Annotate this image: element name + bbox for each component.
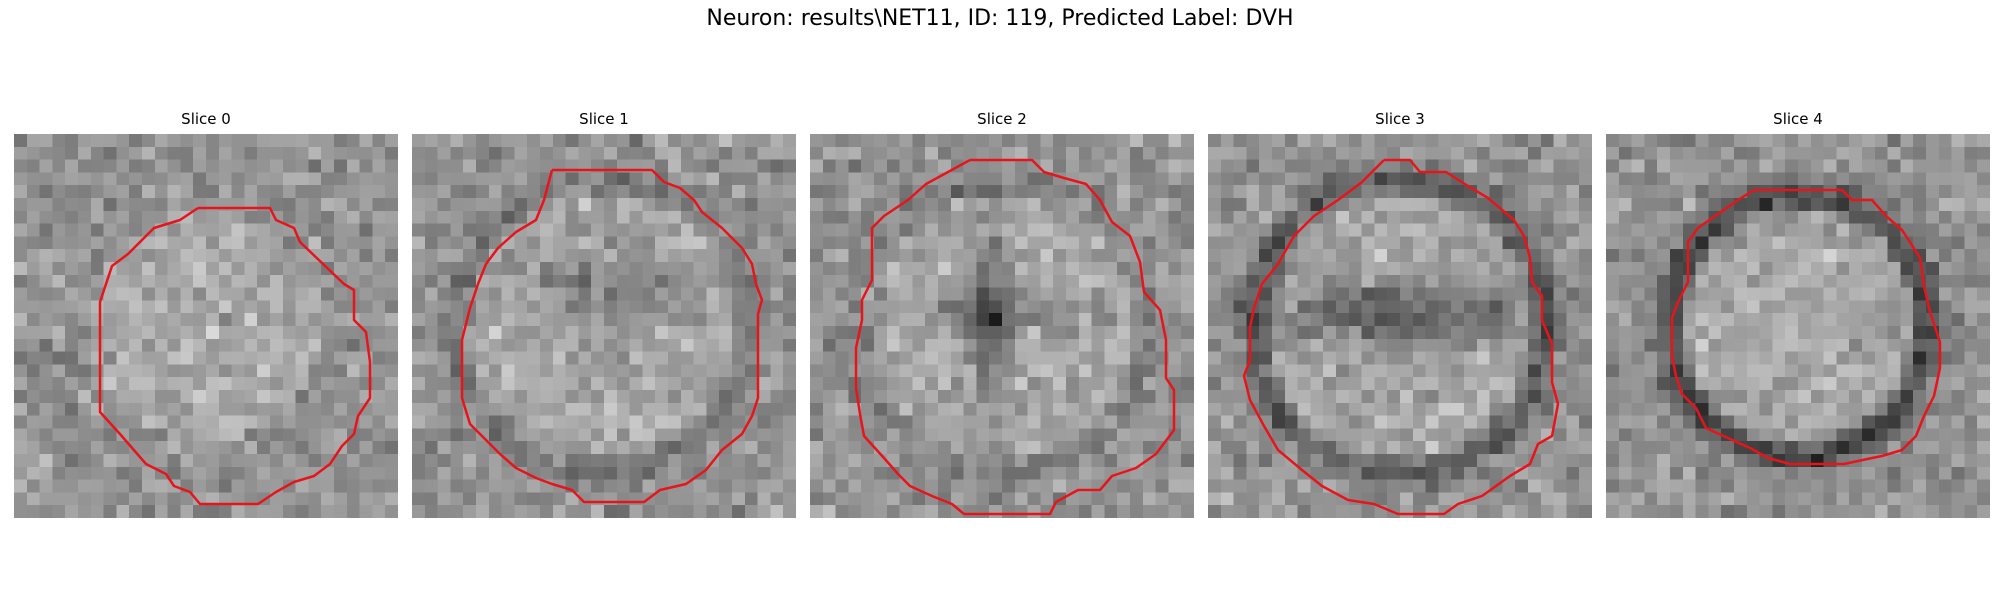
slice-image-0 (14, 134, 398, 518)
slice-image-1 (412, 134, 796, 518)
panel-title-slice-0: Slice 0 (181, 110, 231, 128)
panel-title-slice-4: Slice 4 (1773, 110, 1823, 128)
slice-image-4 (1606, 134, 1990, 518)
panel-title-slice-2: Slice 2 (977, 110, 1027, 128)
slice-image-3 (1208, 134, 1592, 518)
panel-title-slice-1: Slice 1 (579, 110, 629, 128)
figure-title: Neuron: results\NET11, ID: 119, Predicte… (706, 6, 1294, 31)
panel-title-slice-3: Slice 3 (1375, 110, 1425, 128)
slice-image-2 (810, 134, 1194, 518)
